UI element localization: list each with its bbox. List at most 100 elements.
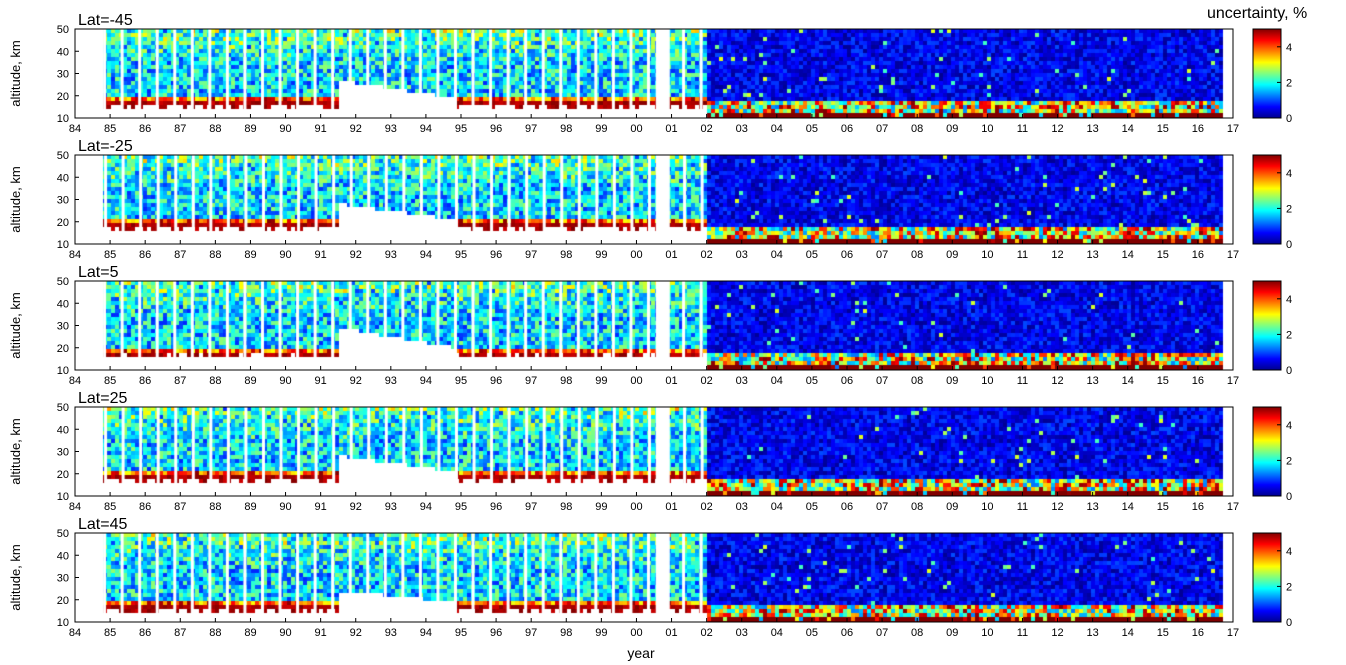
x-tick-label: 95	[455, 627, 467, 639]
panel-title: Lat=-45	[78, 12, 133, 29]
x-tick-label: 13	[1087, 375, 1099, 387]
x-tick-label: 12	[1051, 627, 1063, 639]
x-tick-label: 99	[595, 249, 607, 261]
colorbar-tick-label: 2	[1286, 77, 1292, 89]
x-tick-label: 86	[139, 627, 151, 639]
colorbar-tick-label: 2	[1286, 203, 1292, 215]
colorbar-tick-label: 2	[1286, 329, 1292, 341]
x-tick-label: 97	[525, 123, 537, 135]
x-tick-label: 06	[841, 249, 853, 261]
colorbar-tick-label: 4	[1286, 294, 1292, 306]
x-tick-label: 06	[841, 123, 853, 135]
x-tick-label: 89	[244, 123, 256, 135]
x-tick-label: 06	[841, 375, 853, 387]
x-tick-label: 90	[279, 375, 291, 387]
colorbar-tick-label: 2	[1286, 581, 1292, 593]
x-tick-label: 14	[1122, 627, 1134, 639]
x-tick-label: 06	[841, 627, 853, 639]
x-tick-label: 89	[244, 375, 256, 387]
x-tick-label: 11	[1017, 123, 1028, 135]
x-tick-label: 97	[525, 375, 537, 387]
x-tick-label: 07	[876, 375, 888, 387]
x-tick-label: 08	[911, 627, 923, 639]
x-tick-label: 09	[946, 249, 958, 261]
x-tick-label: 84	[69, 249, 81, 261]
x-tick-label: 03	[736, 123, 748, 135]
x-tick-label: 16	[1192, 123, 1204, 135]
panel-title: Lat=25	[78, 390, 127, 407]
x-tick-label: 86	[139, 249, 151, 261]
x-tick-label: 11	[1017, 501, 1028, 513]
x-tick-label: 90	[279, 123, 291, 135]
heatmap-cells	[75, 281, 1233, 370]
colorbar	[1252, 532, 1282, 623]
x-tick-label: 96	[490, 123, 502, 135]
x-tick-label: 85	[104, 501, 116, 513]
x-tick-label: 93	[385, 249, 397, 261]
y-tick-label: 20	[57, 595, 69, 607]
y-tick-label: 40	[57, 298, 69, 310]
x-tick-label: 07	[876, 123, 888, 135]
x-tick-label: 16	[1192, 501, 1204, 513]
x-tick-label: 98	[560, 123, 572, 135]
y-axis-label: altitude, km	[8, 544, 23, 610]
x-tick-label: 86	[139, 123, 151, 135]
x-tick-label: 04	[771, 375, 783, 387]
y-tick-label: 30	[57, 447, 69, 459]
x-tick-label: 01	[665, 627, 677, 639]
x-tick-label: 16	[1192, 375, 1204, 387]
colorbar-tick-label: 0	[1286, 491, 1292, 503]
x-tick-label: 84	[69, 375, 81, 387]
heatmap-cells	[75, 29, 1233, 118]
y-tick-label: 40	[57, 172, 69, 184]
x-tick-label: 09	[946, 375, 958, 387]
x-tick-label: 02	[701, 123, 713, 135]
x-tick-label: 85	[104, 123, 116, 135]
x-tick-label: 98	[560, 501, 572, 513]
x-tick-label: 89	[244, 249, 256, 261]
x-tick-label: 98	[560, 375, 572, 387]
x-tick-label: 11	[1017, 627, 1028, 639]
x-tick-label: 88	[209, 501, 221, 513]
x-tick-label: 05	[806, 123, 818, 135]
x-tick-label: 17	[1227, 123, 1239, 135]
colorbar-tick-label: 0	[1286, 113, 1292, 125]
x-tick-label: 12	[1051, 123, 1063, 135]
x-tick-label: 01	[665, 249, 677, 261]
colorbar	[1252, 406, 1282, 497]
x-tick-label: 87	[174, 375, 186, 387]
y-tick-label: 30	[57, 195, 69, 207]
x-tick-label: 10	[981, 123, 993, 135]
y-tick-label: 10	[57, 113, 69, 125]
x-tick-label: 85	[104, 375, 116, 387]
x-tick-label: 93	[385, 123, 397, 135]
x-tick-label: 91	[315, 249, 327, 261]
heatmap-cells	[75, 155, 1233, 244]
x-tick-label: 14	[1122, 249, 1134, 261]
y-axis-label: altitude, km	[8, 40, 23, 106]
x-tick-label: 10	[981, 375, 993, 387]
x-tick-label: 84	[69, 123, 81, 135]
x-tick-label: 05	[806, 627, 818, 639]
x-tick-label: 91	[315, 123, 327, 135]
panel-title: Lat=5	[78, 264, 119, 281]
y-tick-label: 40	[57, 46, 69, 58]
y-tick-label: 20	[57, 217, 69, 229]
x-tick-label: 15	[1157, 501, 1169, 513]
x-tick-label: 94	[420, 627, 432, 639]
x-tick-label: 84	[69, 627, 81, 639]
x-tick-label: 12	[1051, 249, 1063, 261]
colorbar-tick-label: 4	[1286, 42, 1292, 54]
panel-title: Lat=45	[78, 516, 127, 533]
x-axis-label: year	[627, 645, 655, 661]
x-tick-label: 14	[1122, 123, 1134, 135]
x-tick-label: 91	[315, 375, 327, 387]
x-tick-label: 02	[701, 501, 713, 513]
heatmap-cells	[75, 533, 1233, 622]
x-tick-label: 00	[630, 627, 642, 639]
colorbar	[1252, 280, 1282, 371]
colorbar-label: uncertainty, %	[1207, 5, 1307, 22]
colorbar-tick-label: 0	[1286, 617, 1292, 629]
